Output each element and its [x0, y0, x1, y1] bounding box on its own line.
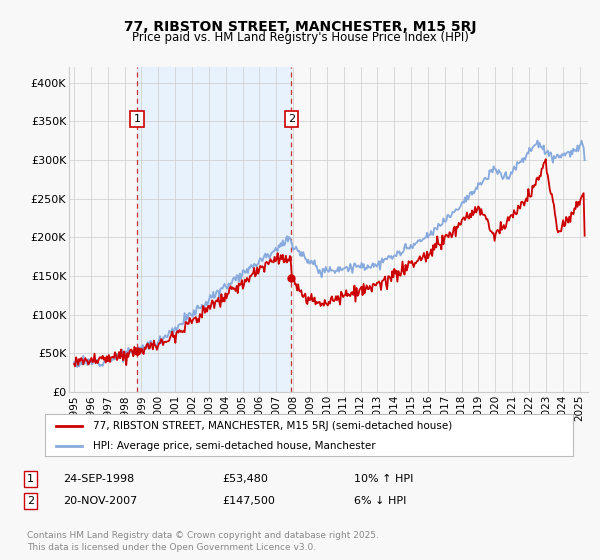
Text: 77, RIBSTON STREET, MANCHESTER, M15 5RJ (semi-detached house): 77, RIBSTON STREET, MANCHESTER, M15 5RJ …	[92, 421, 452, 431]
Text: Contains HM Land Registry data © Crown copyright and database right 2025.
This d: Contains HM Land Registry data © Crown c…	[27, 531, 379, 552]
Text: 6% ↓ HPI: 6% ↓ HPI	[354, 496, 406, 506]
Text: Price paid vs. HM Land Registry's House Price Index (HPI): Price paid vs. HM Land Registry's House …	[131, 31, 469, 44]
Text: 20-NOV-2007: 20-NOV-2007	[63, 496, 137, 506]
Text: 2: 2	[27, 496, 34, 506]
Text: £53,480: £53,480	[222, 474, 268, 484]
Text: 1: 1	[27, 474, 34, 484]
Text: 24-SEP-1998: 24-SEP-1998	[63, 474, 134, 484]
Text: 10% ↑ HPI: 10% ↑ HPI	[354, 474, 413, 484]
Text: HPI: Average price, semi-detached house, Manchester: HPI: Average price, semi-detached house,…	[92, 441, 375, 451]
Text: 77, RIBSTON STREET, MANCHESTER, M15 5RJ: 77, RIBSTON STREET, MANCHESTER, M15 5RJ	[124, 20, 476, 34]
Text: 2: 2	[287, 114, 295, 124]
Text: 1: 1	[133, 114, 140, 124]
Text: £147,500: £147,500	[222, 496, 275, 506]
Bar	[137, 67, 291, 392]
